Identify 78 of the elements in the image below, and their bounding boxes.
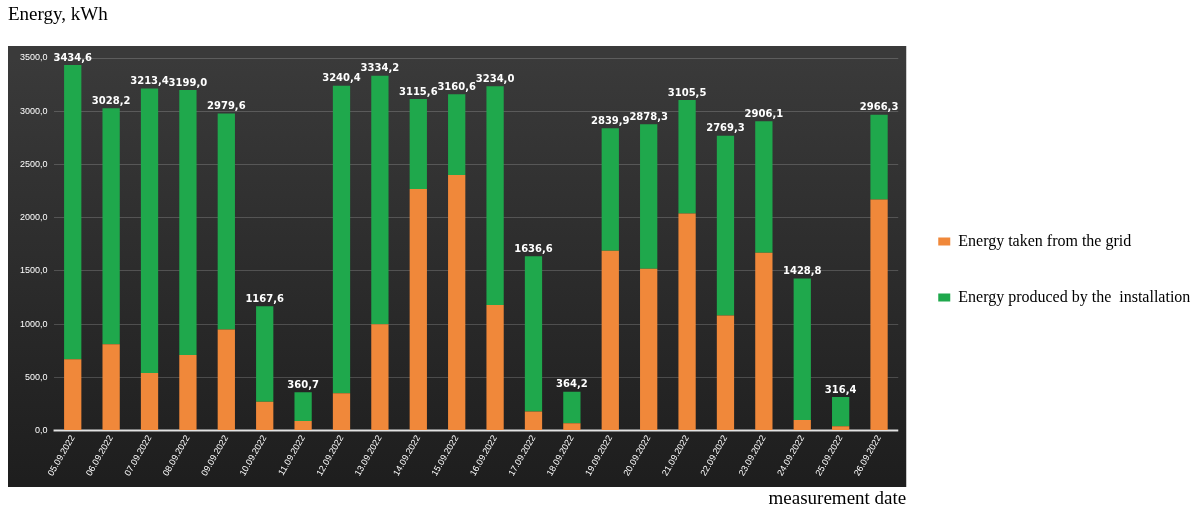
bar: [102, 344, 120, 431]
y-tick-label: 0,0: [35, 425, 48, 436]
bar: [870, 114, 888, 200]
total-label: 360,7: [287, 378, 319, 390]
bar: [332, 85, 351, 394]
y-axis-title: Energy, kWh: [8, 3, 109, 25]
bar: [102, 108, 120, 345]
total-label: 316,4: [824, 383, 857, 395]
bar: [678, 100, 696, 214]
total-label: 1428,8: [782, 265, 822, 277]
y-tick-label: 1500,0: [20, 265, 48, 276]
total-label: 2878,3: [629, 110, 669, 122]
total-label: 364,2: [556, 378, 588, 390]
bar: [524, 411, 543, 431]
bar: [563, 391, 581, 424]
bar: [716, 315, 735, 431]
bar: [640, 268, 658, 431]
bar: [294, 421, 312, 431]
total-label: 3105,5: [667, 86, 707, 98]
bar: [217, 113, 235, 330]
bar: [601, 128, 619, 251]
bar: [409, 188, 427, 431]
total-label: 1167,6: [245, 292, 285, 304]
total-label: 2906,1: [744, 107, 784, 119]
legend-label: Energy produced by the installation: [958, 287, 1191, 306]
bar: [716, 135, 735, 316]
y-tick-label: 1000,0: [20, 318, 48, 329]
x-axis-title: measurement date: [768, 487, 907, 509]
total-label: 3213,4: [130, 75, 169, 87]
bar: [755, 252, 773, 431]
y-tick-label: 2500,0: [20, 158, 48, 169]
bar: [140, 373, 159, 431]
bar: [486, 86, 504, 305]
bar: [793, 419, 811, 431]
total-label: 3334,2: [360, 62, 400, 74]
bar: [371, 324, 389, 431]
bar: [371, 75, 389, 325]
bar: [832, 396, 850, 427]
bar: [563, 423, 581, 431]
total-label: 2769,3: [706, 122, 745, 134]
bar: [179, 90, 197, 356]
bar: [832, 426, 850, 431]
total-label: 3240,4: [322, 72, 361, 84]
total-label: 3434,6: [53, 51, 93, 63]
bar: [179, 355, 197, 431]
bar: [755, 121, 773, 253]
bar: [409, 98, 427, 189]
bar: [486, 304, 504, 431]
bar: [640, 124, 658, 269]
y-tick-label: 3000,0: [20, 105, 48, 116]
y-tick-label: 3500,0: [20, 52, 48, 63]
bar: [64, 359, 82, 431]
total-label: 3234,0: [475, 72, 515, 84]
bar: [256, 306, 274, 402]
bar: [332, 393, 351, 431]
total-label: 3115,6: [399, 85, 438, 97]
total-label: 3028,2: [91, 94, 131, 106]
total-label: 2966,3: [859, 101, 899, 113]
bar: [217, 329, 235, 431]
total-label: 2979,6: [207, 99, 246, 111]
bar: [140, 88, 159, 374]
bar: [601, 250, 619, 431]
bar: [448, 175, 466, 431]
legend-label: Energy taken from the grid: [958, 231, 1132, 250]
bar: [64, 64, 82, 360]
y-tick-label: 500,0: [25, 371, 48, 382]
total-label: 1636,6: [514, 242, 553, 254]
total-label: 3160,6: [437, 80, 477, 92]
bar: [256, 401, 274, 431]
bar: [294, 392, 312, 422]
bar: [870, 199, 888, 431]
total-label: 2839,9: [590, 114, 630, 126]
bar: [524, 256, 543, 412]
bar: [448, 94, 466, 176]
y-tick-label: 2000,0: [20, 212, 48, 223]
bar: [678, 213, 696, 431]
bar: [793, 278, 811, 420]
total-label: 3199,0: [168, 76, 208, 88]
